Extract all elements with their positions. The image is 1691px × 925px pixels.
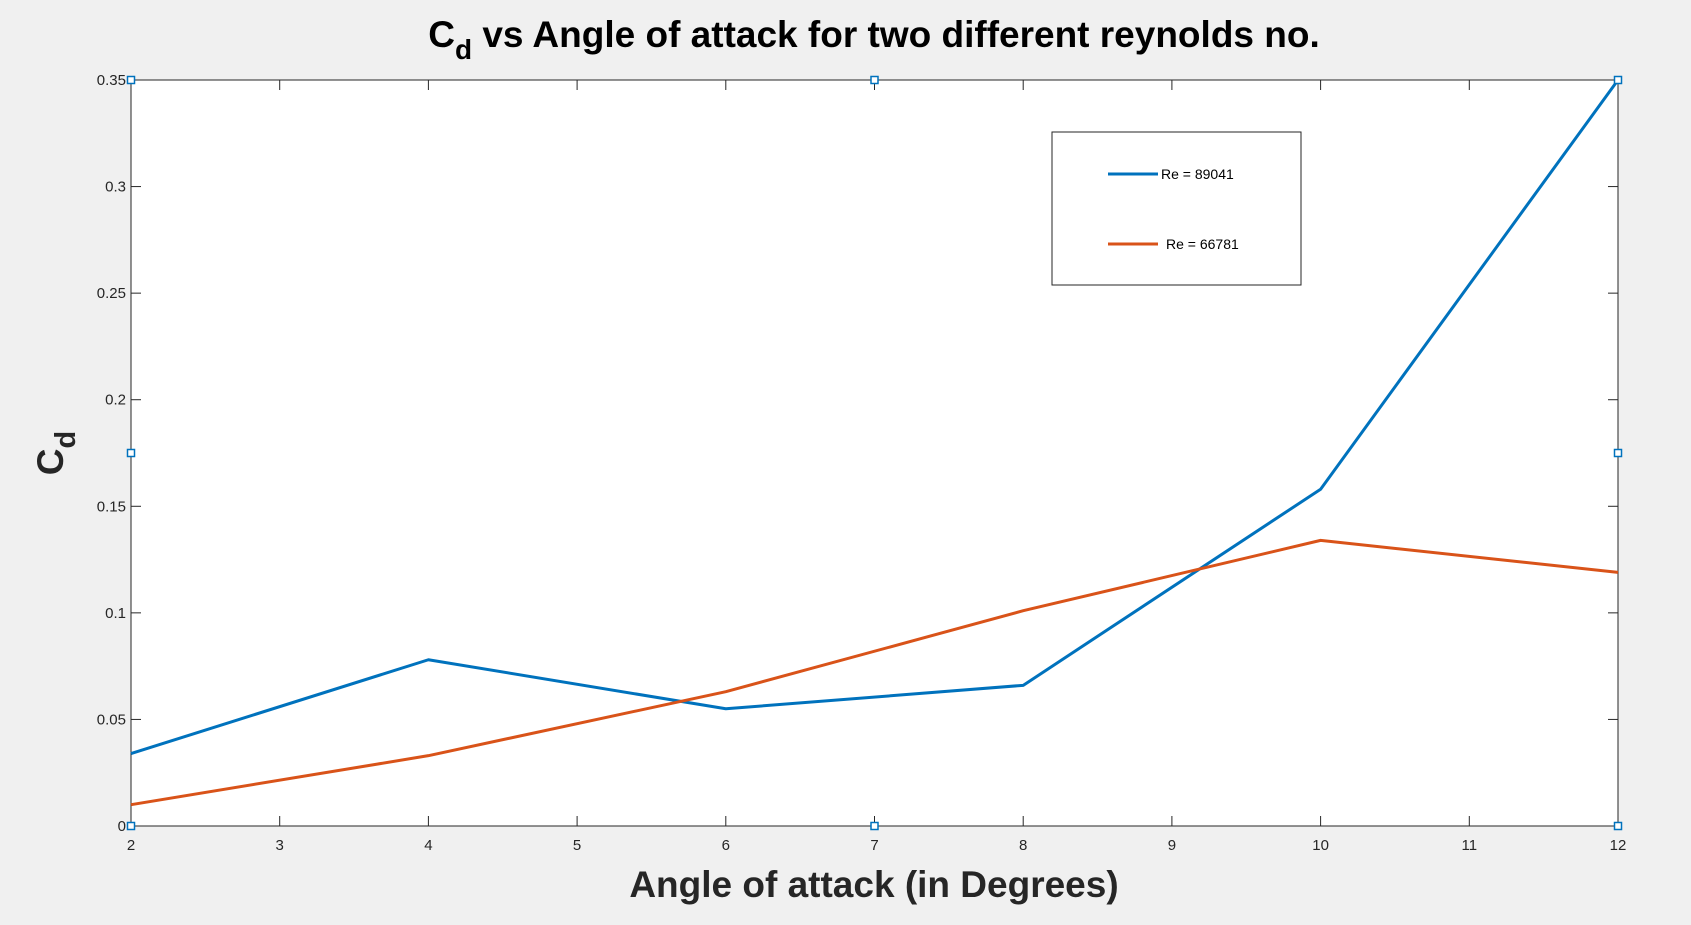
resize-handle[interactable] <box>870 75 879 85</box>
plot-area[interactable] <box>130 79 1619 827</box>
resize-handle[interactable] <box>1613 821 1623 831</box>
x-tick-label: 8 <box>1019 837 1027 854</box>
resize-handle[interactable] <box>870 821 879 831</box>
x-tick-label: 3 <box>276 837 284 854</box>
legend-label-re-89041: Re = 89041 <box>1161 166 1234 182</box>
legend-label-re-66781: Re = 66781 <box>1166 236 1239 252</box>
selection-handles <box>126 75 1623 831</box>
axis-tick-labels: 2 3 4 5 6 7 8 9 10 11 12 0 0.05 0.1 0.15 0.2 0.25 0.3 0.35 <box>97 72 1627 854</box>
title-subscript: d <box>455 34 472 65</box>
x-tick-label: 2 <box>127 837 135 854</box>
resize-handle[interactable] <box>126 448 136 458</box>
x-tick-label: 11 <box>1462 837 1478 854</box>
legend-box <box>1051 131 1302 286</box>
x-tick-label: 12 <box>1610 837 1627 854</box>
y-tick-label: 0 <box>118 818 126 835</box>
x-tick-label: 9 <box>1168 837 1176 854</box>
y-axis-label-subscript: d <box>50 431 82 449</box>
x-tick-label: 4 <box>424 837 432 854</box>
legend[interactable]: Re = 89041 Re = 66781 <box>1051 131 1302 286</box>
resize-handle[interactable] <box>126 75 136 85</box>
y-tick-label: 0.3 <box>105 179 126 196</box>
y-tick-label: 0.2 <box>105 392 126 409</box>
x-axis-label: Angle of attack (in Degrees) <box>629 864 1118 905</box>
resize-handle[interactable] <box>1613 448 1623 458</box>
y-tick-label: 0.25 <box>97 285 126 302</box>
y-tick-label: 0.05 <box>97 711 126 728</box>
chart-title: Cd vs Angle of attack for two different … <box>428 14 1320 65</box>
title-suffix: vs Angle of attack for two different rey… <box>472 14 1320 55</box>
y-tick-label: 0.15 <box>97 498 126 515</box>
resize-handle[interactable] <box>1613 75 1623 85</box>
y-tick-label: 0.1 <box>105 605 126 622</box>
x-tick-label: 5 <box>573 837 581 854</box>
y-axis-label: Cd <box>30 431 82 475</box>
data-series <box>130 79 1620 807</box>
series-line-re-89041 <box>130 79 1620 755</box>
y-tick-label: 0.35 <box>97 72 126 89</box>
x-tick-label: 7 <box>870 837 878 854</box>
y-axis-label-main: C <box>30 448 71 475</box>
resize-handle[interactable] <box>126 821 136 831</box>
series-line-re-66781 <box>130 538 1619 807</box>
x-tick-label: 6 <box>722 837 730 854</box>
title-prefix: C <box>428 14 455 55</box>
x-tick-label: 10 <box>1312 837 1329 854</box>
